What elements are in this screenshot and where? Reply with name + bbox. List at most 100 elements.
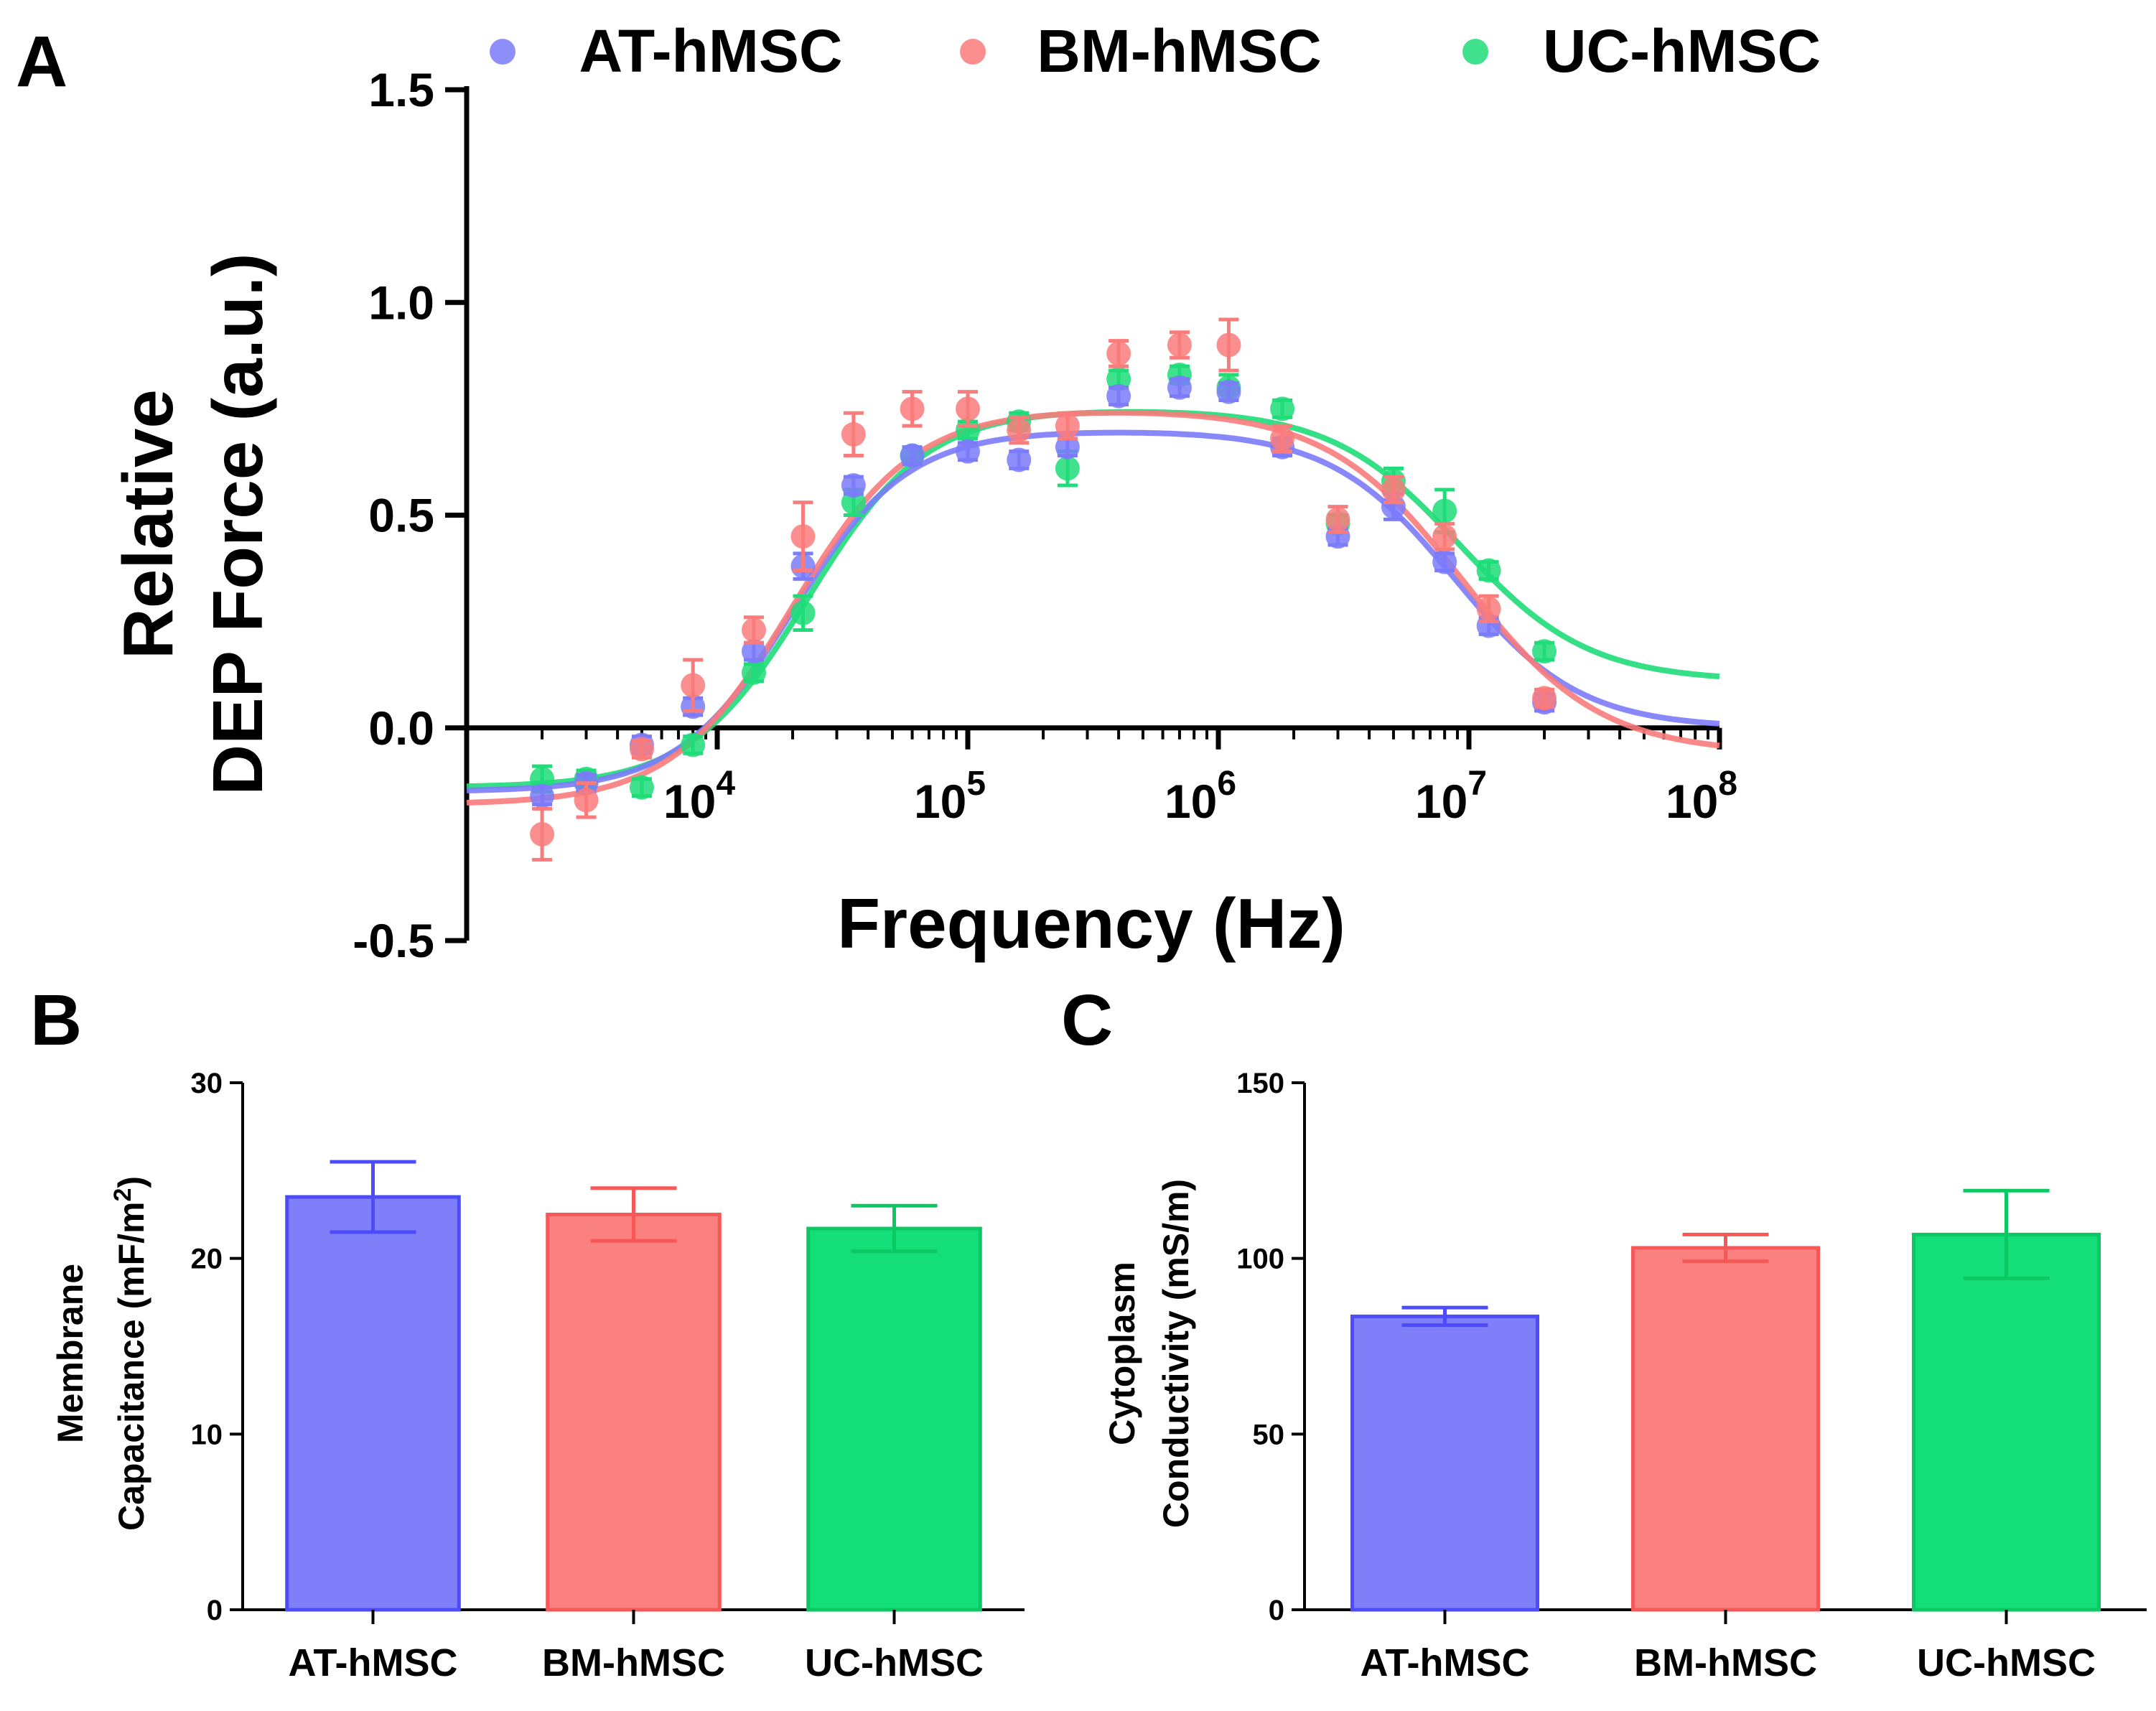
bar-bm-hmsc — [546, 1213, 722, 1612]
data-point-uc-hmsc — [956, 418, 980, 442]
data-point-uc-hmsc — [1532, 639, 1557, 664]
panel-b-ylabel-line2: Capacitance (mF/m2) — [109, 1176, 151, 1531]
panel-c-ylabel-line1: Cytoplasm — [1102, 1262, 1142, 1445]
category-label: BM-hMSC — [1634, 1641, 1817, 1684]
y-tick-label: 150 — [1236, 1068, 1284, 1099]
panel-a-y-tick-label: -0.5 — [353, 914, 434, 967]
data-point-bm-hmsc — [1476, 596, 1501, 621]
panel-a-x-tick-label: 107 — [1415, 765, 1487, 828]
data-point-uc-hmsc — [1476, 558, 1501, 583]
category-label: UC-hMSC — [1917, 1641, 2096, 1684]
data-point-uc-hmsc — [681, 732, 706, 757]
panel-a-data-points — [530, 317, 1557, 862]
data-point-uc-hmsc — [1055, 456, 1080, 481]
tick-exponent: 8 — [1718, 765, 1737, 803]
tick-exponent: 7 — [1467, 765, 1487, 803]
data-point-bm-hmsc — [1106, 341, 1131, 366]
panel-c-letter: C — [1061, 980, 1113, 1060]
y-tick-label: 10 — [191, 1419, 223, 1450]
panel-b-chart: 0 10 20 30 AT-hMSC BM-hMSC UC-hMSC — [191, 1068, 1025, 1684]
panel-a-x-tick-label: 106 — [1165, 765, 1236, 828]
tick-base: 10 — [1165, 775, 1217, 828]
tick-exponent: 4 — [716, 765, 735, 803]
data-point-at-hmsc — [530, 783, 555, 808]
data-point-at-hmsc — [1325, 524, 1350, 549]
data-point-at-hmsc — [841, 473, 866, 498]
data-point-bm-hmsc — [1270, 426, 1295, 451]
data-point-bm-hmsc — [1381, 477, 1406, 502]
data-point-bm-hmsc — [681, 673, 706, 698]
panel-a-y-tick-label: 0.5 — [368, 489, 434, 542]
bar-at-hmsc — [285, 1195, 461, 1612]
bar-at-hmsc — [1350, 1314, 1540, 1612]
panel-a-x-tick-label: 108 — [1666, 765, 1737, 828]
tick-base: 10 — [1415, 775, 1467, 828]
panel-c: C 0 50 100 150 AT-hMSC BM-hMSC UC-hMSC Cytopla… — [1061, 980, 2147, 1684]
data-point-bm-hmsc — [530, 821, 555, 847]
panel-a-y-tick-label: 0.0 — [368, 701, 434, 755]
data-point-at-hmsc — [1167, 375, 1192, 400]
data-point-bm-hmsc — [1167, 332, 1192, 358]
panel-a-ylabel-line2: DEP Force (a.u.) — [198, 253, 277, 795]
panel-a-legend: AT-hMSC BM-hMSC UC-hMSC — [490, 17, 1821, 85]
category-label: AT-hMSC — [289, 1641, 458, 1684]
tick-exponent: 6 — [1217, 765, 1236, 803]
data-point-bm-hmsc — [1325, 507, 1350, 532]
legend-marker-uc-hmsc — [1462, 39, 1488, 65]
data-point-at-hmsc — [956, 439, 980, 464]
data-point-bm-hmsc — [900, 396, 925, 421]
y-tick-label: 20 — [191, 1244, 223, 1275]
panel-a-xlabel: Frequency (Hz) — [837, 884, 1345, 963]
data-point-bm-hmsc — [1532, 686, 1557, 711]
data-point-bm-hmsc — [790, 524, 816, 549]
y-tick-label: 100 — [1236, 1244, 1284, 1275]
data-point-bm-hmsc — [1432, 524, 1457, 549]
data-point-uc-hmsc — [629, 775, 654, 800]
panel-c-ylabel-line2: Conductivity (mS/m) — [1156, 1179, 1196, 1528]
data-point-at-hmsc — [1216, 379, 1241, 404]
panel-a-y-tick-label: 1.5 — [368, 63, 434, 116]
y-tick-label: 0 — [1269, 1595, 1284, 1626]
bar-uc-hmsc — [806, 1226, 982, 1612]
data-point-at-hmsc — [900, 443, 925, 468]
data-point-bm-hmsc — [741, 617, 766, 643]
data-point-uc-hmsc — [741, 660, 766, 685]
data-point-at-hmsc — [1007, 447, 1032, 472]
panel-a-ylabel-line1: Relative — [108, 389, 187, 659]
legend-label-bm-hmsc: BM-hMSC — [1037, 17, 1322, 85]
category-label: AT-hMSC — [1361, 1641, 1530, 1684]
data-point-bm-hmsc — [841, 421, 866, 447]
data-point-at-hmsc — [1381, 494, 1406, 519]
data-point-uc-hmsc — [790, 600, 816, 625]
fit-curve-bm-hmsc — [466, 409, 1720, 806]
bar-bm-hmsc — [1630, 1246, 1821, 1612]
tick-exponent: 5 — [966, 765, 986, 803]
data-point-at-hmsc — [1476, 613, 1501, 638]
data-point-bm-hmsc — [1216, 332, 1241, 358]
data-point-uc-hmsc — [1432, 498, 1457, 523]
data-point-uc-hmsc — [1270, 396, 1295, 421]
panel-a-y-tick-label: 1.0 — [368, 276, 434, 329]
panel-b-ylabel-close: ) — [111, 1176, 151, 1188]
data-point-bm-hmsc — [574, 788, 599, 813]
legend-label-uc-hmsc: UC-hMSC — [1543, 17, 1821, 85]
legend-marker-bm-hmsc — [960, 39, 986, 65]
bar-uc-hmsc — [1911, 1232, 2101, 1612]
panel-a-x-tick-label: 104 — [663, 765, 735, 828]
data-point-uc-hmsc — [530, 766, 555, 791]
data-point-bm-hmsc — [629, 737, 654, 762]
tick-base: 10 — [663, 775, 716, 828]
panel-b-ylabel-line1: Membrane — [50, 1264, 90, 1443]
data-point-bm-hmsc — [1007, 418, 1032, 442]
legend-label-at-hmsc: AT-hMSC — [579, 17, 842, 85]
data-point-uc-hmsc — [841, 490, 866, 515]
data-point-bm-hmsc — [956, 396, 980, 421]
legend-marker-at-hmsc — [490, 39, 515, 65]
y-tick-label: 50 — [1253, 1419, 1285, 1450]
data-point-at-hmsc — [1106, 383, 1131, 409]
tick-base: 10 — [1666, 775, 1718, 828]
category-label: UC-hMSC — [805, 1641, 984, 1684]
